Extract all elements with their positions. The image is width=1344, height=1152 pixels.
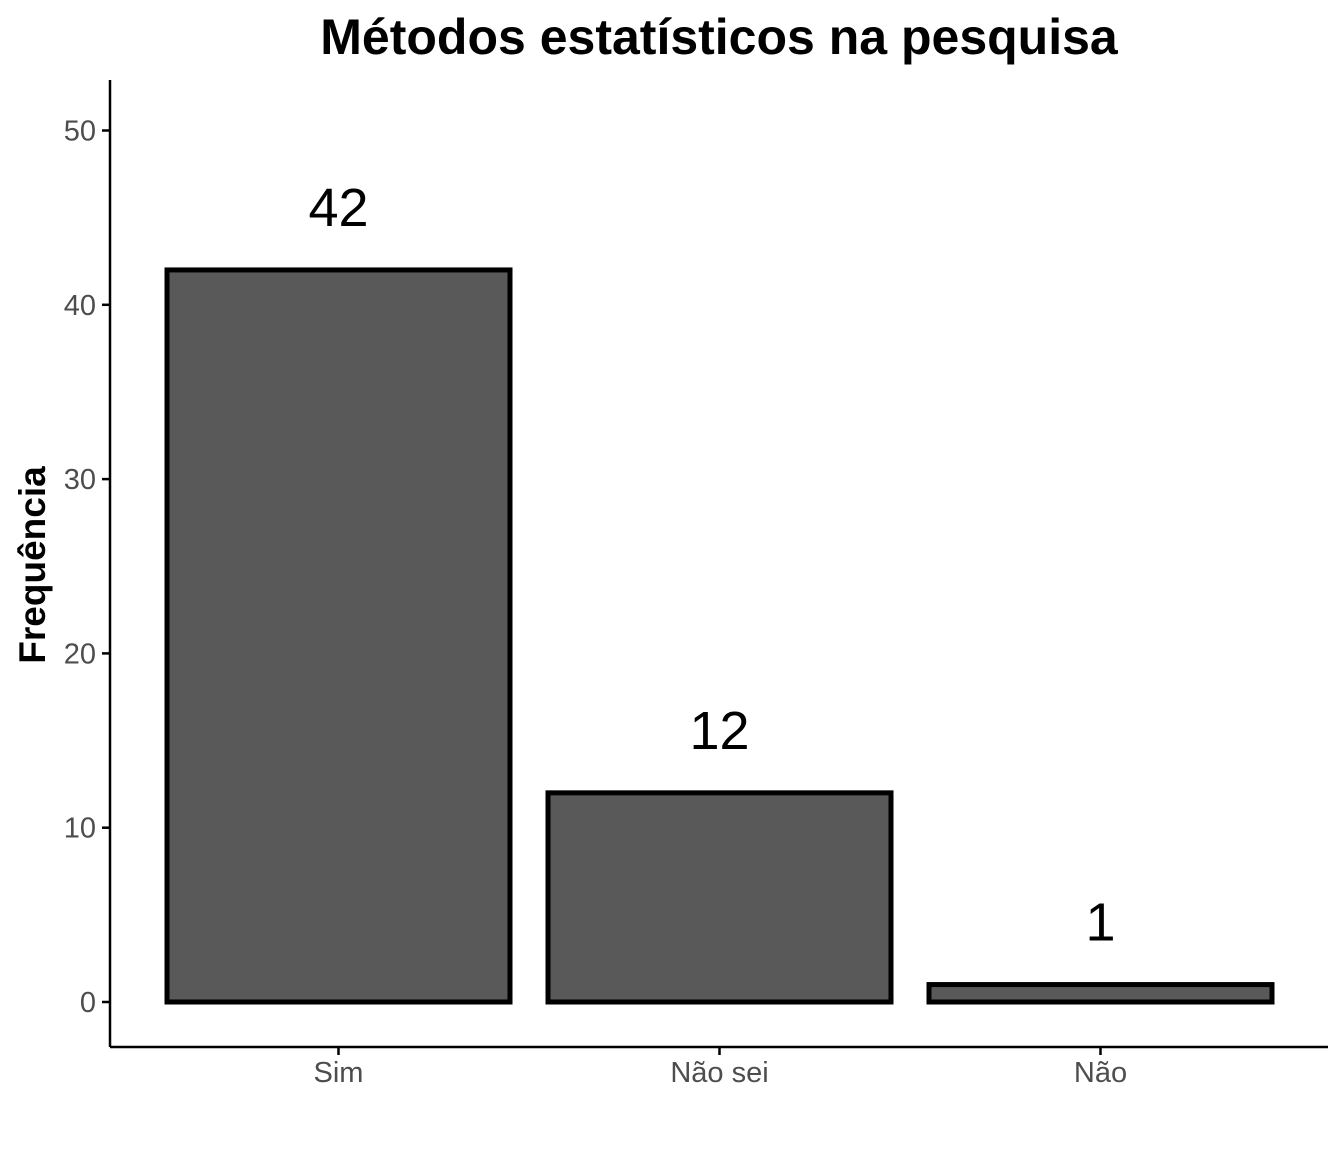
data-label: 42 xyxy=(308,178,368,238)
x-tick-label: Não xyxy=(1074,1057,1127,1089)
y-tick-label: 10 xyxy=(64,813,96,845)
y-tick-label: 20 xyxy=(64,638,96,670)
bar-não xyxy=(926,982,1275,1005)
bars-group xyxy=(164,267,1275,1005)
data-labels-group: 42 12 1 xyxy=(308,178,1115,953)
y-tick-label: 40 xyxy=(64,290,96,322)
x-tick-label: Sim xyxy=(314,1057,364,1089)
y-tick-label: 0 xyxy=(80,987,96,1019)
bar-sim xyxy=(164,267,513,1005)
y-tick-label: 50 xyxy=(64,116,96,148)
x-axis: Sim Não sei Não xyxy=(110,1045,1328,1089)
chart-title: Métodos estatísticos na pesquisa xyxy=(320,9,1119,65)
y-axis: 0 10 20 30 40 50 xyxy=(64,80,112,1047)
bar-não-sei xyxy=(545,790,894,1005)
y-tick-label: 30 xyxy=(64,464,96,496)
y-axis-label: Frequência xyxy=(12,466,53,664)
data-label: 12 xyxy=(689,701,749,761)
x-tick-label: Não sei xyxy=(670,1057,768,1089)
data-label: 1 xyxy=(1085,893,1115,953)
